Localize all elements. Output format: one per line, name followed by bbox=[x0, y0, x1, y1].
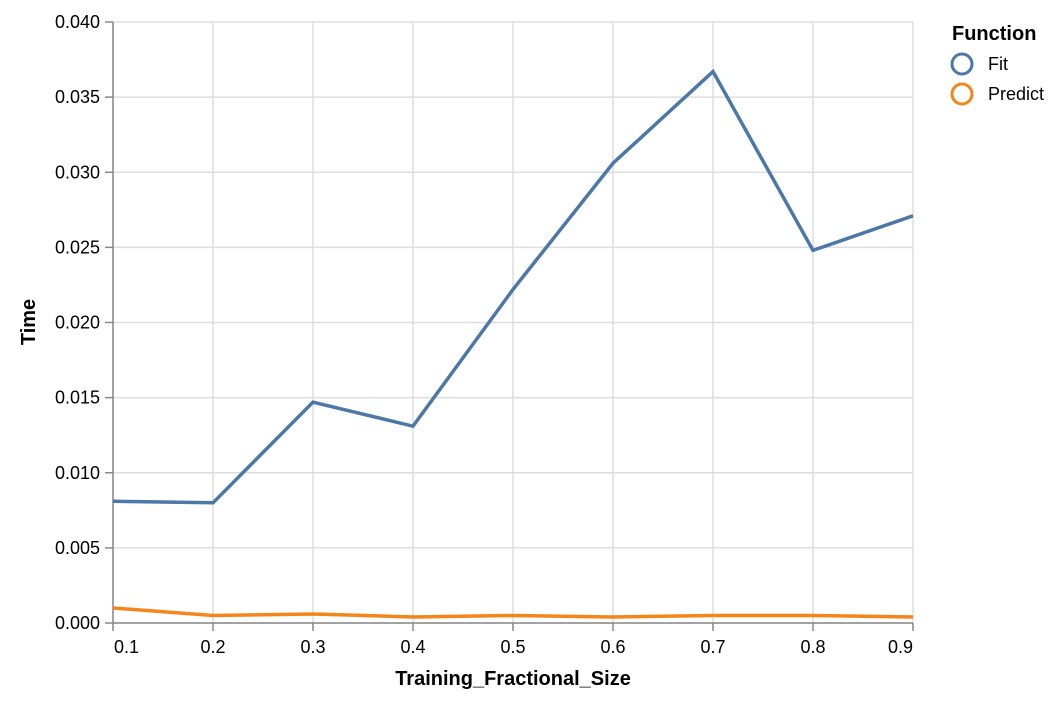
y-tick-label: 0.000 bbox=[55, 613, 100, 633]
x-axis-title: Training_Fractional_Size bbox=[395, 668, 631, 690]
axes bbox=[105, 21, 914, 631]
x-tick-label: 0.6 bbox=[600, 637, 625, 657]
y-tick-label: 0.030 bbox=[55, 162, 100, 182]
y-tick-label: 0.025 bbox=[55, 237, 100, 257]
grid bbox=[112, 21, 914, 624]
x-tick-label: 0.4 bbox=[400, 637, 425, 657]
legend-symbol-predict bbox=[950, 82, 974, 106]
y-tick-label: 0.040 bbox=[55, 12, 100, 32]
series-line-predict bbox=[112, 606, 914, 619]
x-tick-label: 0.8 bbox=[800, 637, 825, 657]
legend-title: Function bbox=[952, 23, 1036, 45]
x-tick-label: 0.5 bbox=[500, 637, 525, 657]
y-axis-title: Time bbox=[18, 299, 40, 345]
series-lines bbox=[112, 68, 914, 619]
tick-labels: 0.1 0.2 0.3 0.4 0.5 0.6 0.7 0.8 0.9 0.000 0.005 0.0… bbox=[55, 12, 913, 657]
legend-label-fit: Fit bbox=[988, 54, 1008, 74]
x-tick-label: 0.1 bbox=[114, 637, 139, 657]
y-tick-label: 0.015 bbox=[55, 388, 100, 408]
legend-symbol-fit bbox=[950, 52, 974, 76]
x-tick-label: 0.9 bbox=[888, 637, 913, 657]
y-tick-label: 0.005 bbox=[55, 538, 100, 558]
x-tick-label: 0.2 bbox=[200, 637, 225, 657]
x-tick-label: 0.3 bbox=[300, 637, 325, 657]
legend: Function Fit Predict bbox=[950, 23, 1044, 106]
x-tick-label: 0.7 bbox=[700, 637, 725, 657]
series-line-fit bbox=[112, 68, 914, 505]
legend-label-predict: Predict bbox=[988, 84, 1044, 104]
y-tick-label: 0.020 bbox=[55, 313, 100, 333]
y-tick-label: 0.035 bbox=[55, 87, 100, 107]
y-tick-label: 0.010 bbox=[55, 463, 100, 483]
